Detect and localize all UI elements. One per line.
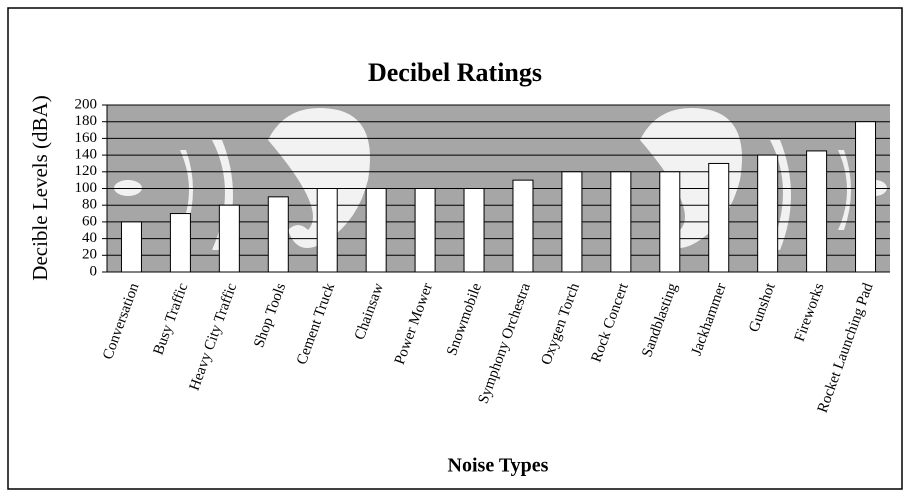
y-tick-label: 60 [82,213,97,229]
bar [758,155,778,272]
bar [513,180,533,272]
y-tick-label: 40 [82,230,97,246]
y-tick-label: 20 [82,247,97,263]
chart: Decibel Ratings Decible Levels (dBA) Noi… [0,0,912,491]
bar [366,189,386,273]
bar [562,172,582,272]
bar [611,172,631,272]
y-tick-label: 80 [82,197,97,213]
bar [464,189,484,273]
chart-title: Decibel Ratings [368,58,542,87]
y-tick-label: 200 [75,96,98,112]
x-axis-title: Noise Types [448,455,549,477]
bar [317,189,337,273]
bar [415,189,435,273]
y-tick-label: 120 [75,163,98,179]
bar [856,122,876,272]
y-tick-label: 0 [90,263,98,279]
bar [121,222,141,272]
y-tick-label: 160 [75,130,98,146]
y-tick-label: 180 [75,113,98,129]
y-axis-title: Decible Levels (dBA) [28,95,52,280]
bar [807,151,827,272]
bar [170,214,190,272]
y-tick-label: 100 [75,180,98,196]
bar [709,163,729,272]
bar [268,197,288,272]
y-tick-label: 140 [75,147,98,163]
bar [660,172,680,272]
bar [219,205,239,272]
